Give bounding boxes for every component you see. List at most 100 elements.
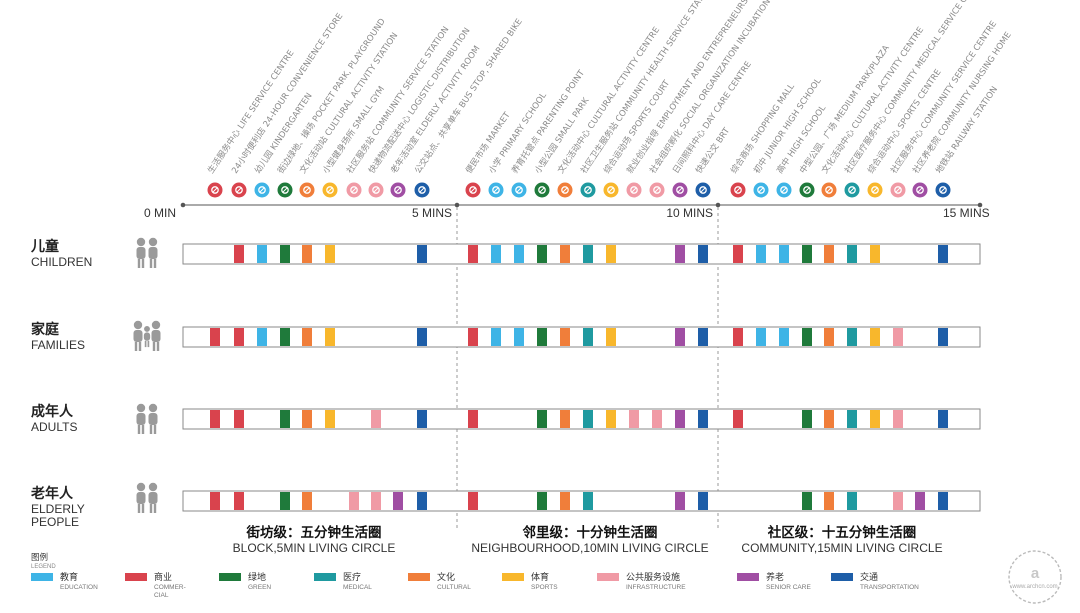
facility-mark <box>698 492 708 510</box>
legend-swatch <box>597 573 619 581</box>
facility-mark <box>870 245 880 263</box>
facility-mark <box>468 492 478 510</box>
elderly-people-icon <box>136 482 158 513</box>
facility-mark <box>280 245 290 263</box>
family-icon <box>133 320 161 351</box>
legend-label-cn: 体育 <box>531 571 549 583</box>
facility-mark <box>733 245 743 263</box>
facility-mark <box>583 410 593 428</box>
facility-mark <box>491 328 501 346</box>
metro-icon <box>935 182 951 198</box>
group-name-cn: 家庭 <box>31 321 60 338</box>
svg-text:a: a <box>1031 565 1040 582</box>
children-icon <box>136 237 158 268</box>
org-icon <box>649 182 665 198</box>
facility-mark <box>234 245 244 263</box>
facility-mark <box>325 245 335 263</box>
group-name-en: ELDERLY <box>31 502 85 516</box>
child-icon <box>254 182 270 198</box>
row-bar <box>182 408 981 430</box>
facility-mark <box>847 410 857 428</box>
watermark: www.archcn.com a <box>1008 550 1062 604</box>
facility-mark <box>210 492 220 510</box>
facility-mark <box>675 410 685 428</box>
facility-mark <box>698 328 708 346</box>
facility-mark <box>733 410 743 428</box>
legend-swatch <box>125 573 147 581</box>
legend-label-en: CULTURAL <box>437 584 471 591</box>
facility-mark <box>417 410 427 428</box>
facility-mark <box>560 410 570 428</box>
facility-mark <box>938 492 948 510</box>
book-icon <box>753 182 769 198</box>
legend-label-cn: 交通 <box>860 571 878 583</box>
facility-mark <box>302 245 312 263</box>
market-icon <box>465 182 481 198</box>
legend-label-cn: 医疗 <box>343 571 361 583</box>
culture-icon <box>299 182 315 198</box>
facility-mark <box>514 245 524 263</box>
facility-mark <box>537 245 547 263</box>
facility-mark <box>210 328 220 346</box>
facility-mark <box>560 245 570 263</box>
fitness-icon <box>322 182 338 198</box>
legend-label-cn: 养老 <box>766 571 784 583</box>
medical-icon <box>580 182 596 198</box>
facility-mark <box>824 492 834 510</box>
facility-mark <box>802 410 812 428</box>
facility-mark <box>234 492 244 510</box>
legend-label-cn: 绿地 <box>248 571 266 583</box>
group-name-cn: 老年人 <box>31 485 74 502</box>
facility-mark <box>606 328 616 346</box>
facility-mark <box>234 328 244 346</box>
facility-mark <box>779 245 789 263</box>
facility-mark <box>257 328 267 346</box>
bus-icon <box>414 182 430 198</box>
facility-mark <box>938 410 948 428</box>
legend-label-en: MEDICAL <box>343 584 372 591</box>
facility-mark <box>893 328 903 346</box>
facility-mark <box>302 410 312 428</box>
facility-mark <box>537 410 547 428</box>
legend-label-en: TRANSPORTATION <box>860 584 919 591</box>
group-name-cn: 儿童 <box>30 238 59 255</box>
tick-label: 10 MINS <box>666 206 713 220</box>
facility-mark <box>802 328 812 346</box>
facility-mark <box>893 410 903 428</box>
legend-swatch <box>314 573 336 581</box>
facility-mark <box>583 328 593 346</box>
facility-mark <box>824 245 834 263</box>
legend-swatch <box>502 573 524 581</box>
tree-icon <box>534 182 550 198</box>
legend-label-cn: 教育 <box>60 571 78 583</box>
facility-mark <box>491 245 501 263</box>
graduation-icon <box>776 182 792 198</box>
tick-label: 15 MINS <box>943 206 990 220</box>
shopping-cart-icon <box>207 182 223 198</box>
circle-title-cn: 社区级：十五分钟生活圈 <box>767 524 917 541</box>
group-name-en: ADULTS <box>31 420 77 434</box>
facility-mark <box>468 328 478 346</box>
facility-mark <box>915 492 925 510</box>
facility-mark <box>629 410 639 428</box>
runner-icon <box>867 182 883 198</box>
legend-label-en: CIAL <box>154 592 169 599</box>
facility-mark <box>675 328 685 346</box>
facility-mark <box>417 328 427 346</box>
facility-mark <box>280 328 290 346</box>
facility-mark <box>302 492 312 510</box>
brt-icon <box>695 182 711 198</box>
facility-mark <box>870 410 880 428</box>
group-name-en: PEOPLE <box>31 515 79 529</box>
facility-mark <box>325 410 335 428</box>
facility-mark <box>560 492 570 510</box>
facility-mark <box>698 410 708 428</box>
plaza-icon <box>799 182 815 198</box>
legend-label-en: SENIOR CARE <box>766 584 811 591</box>
facility-mark <box>560 328 570 346</box>
tick-dot <box>180 202 186 208</box>
